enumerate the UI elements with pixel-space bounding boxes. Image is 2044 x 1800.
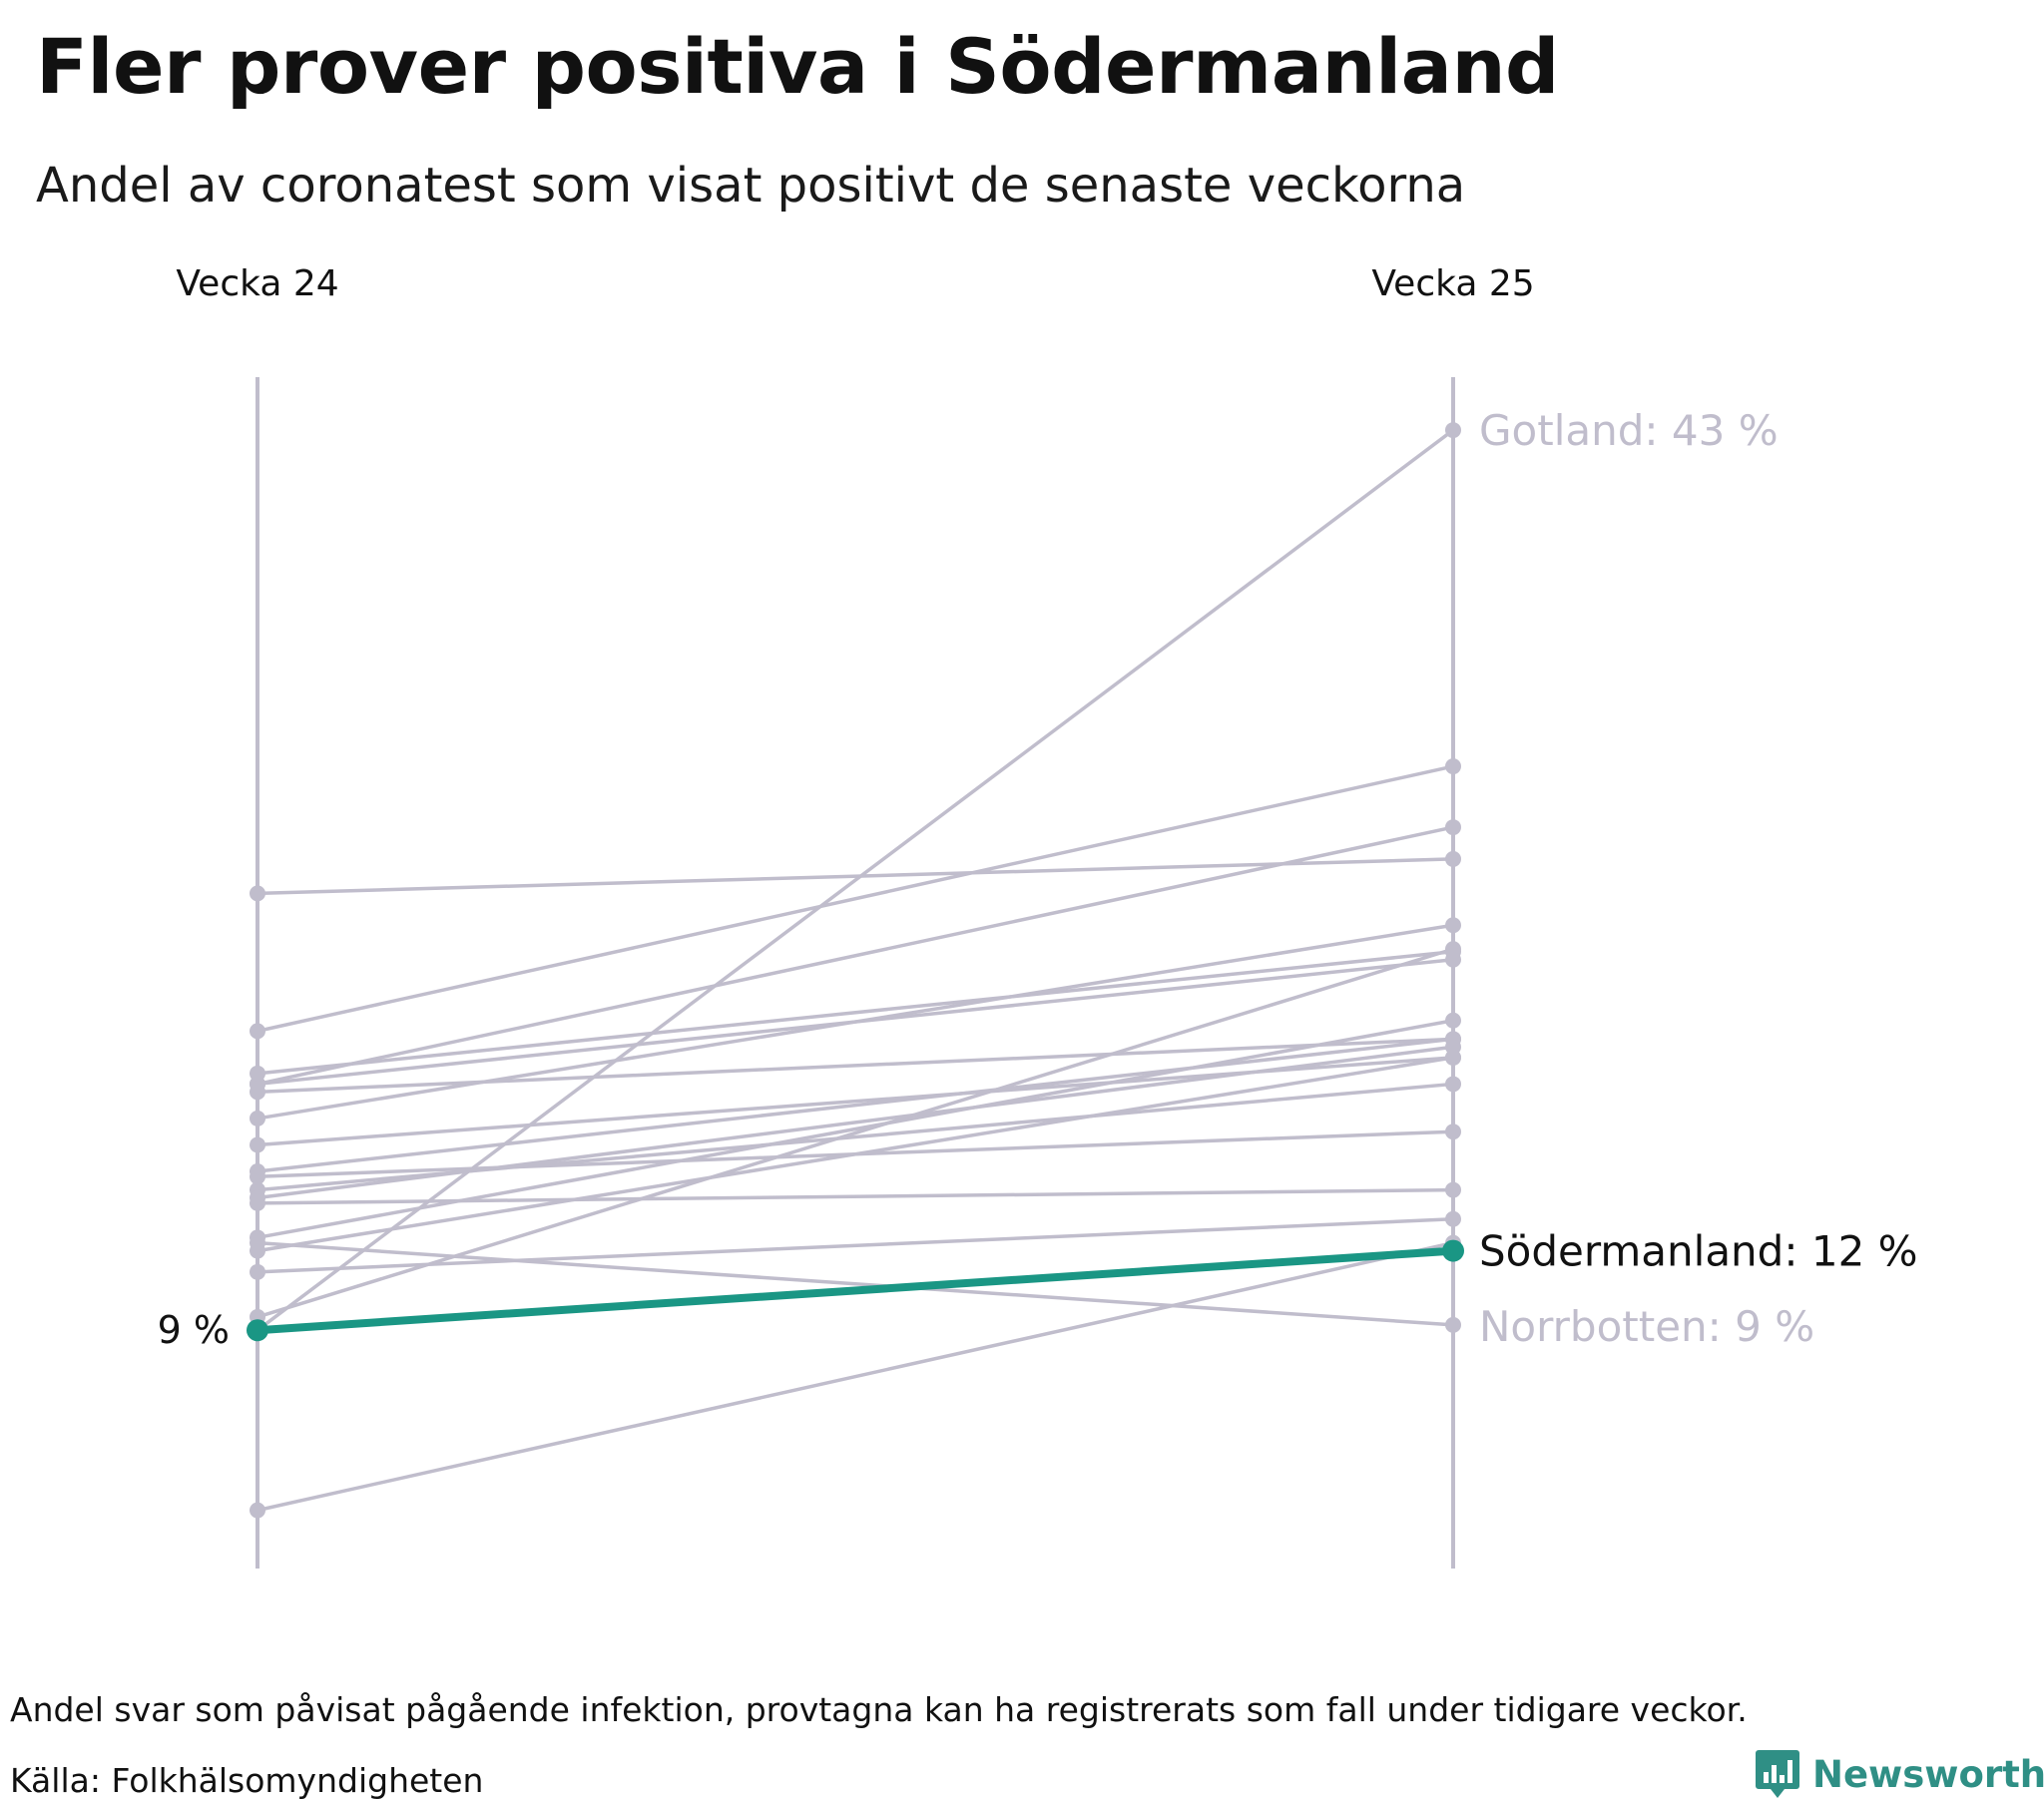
series-line-region-10 (256, 857, 1454, 896)
series-line-region-17 (256, 1045, 1454, 1200)
series-region-19 (250, 943, 1461, 1082)
series-point-week-25-region-3 (1445, 1076, 1461, 1093)
series-line-region-11 (256, 825, 1454, 1087)
series-region-20 (250, 1031, 1461, 1179)
series-line-region-15 (256, 1019, 1454, 1240)
series-point-week-25-region-15 (1445, 1012, 1461, 1029)
series-point-week-24-region-9 (250, 1502, 265, 1519)
series-line-region-20 (256, 1037, 1454, 1173)
highlight-point-week-25 (1442, 1239, 1464, 1262)
series-point-week-25-region-10 (1445, 850, 1461, 867)
series-region-14 (250, 758, 1461, 1040)
series-line-region-8 (256, 1217, 1454, 1274)
highlight-end-label: Södermanland: 12 % (1479, 1227, 1918, 1276)
series-line-region-13 (256, 947, 1454, 1319)
series-layer (250, 422, 1461, 1519)
series-region-15 (250, 1012, 1461, 1246)
series-point-week-25-region-20 (1445, 1031, 1461, 1048)
series-region-10 (250, 850, 1461, 902)
slope-chart: Vecka 24 Vecka 25 9 % Södermanland: 12 %… (158, 263, 1918, 1569)
series-point-week-25-region-8 (1445, 1210, 1461, 1227)
series-point-week-24-region-18 (250, 1242, 265, 1259)
series-point-week-25-norrbotten (1445, 1316, 1461, 1333)
series-line-gotland (256, 428, 1455, 1332)
series-point-week-25-region-19 (1445, 943, 1461, 960)
series-point-week-24-region-8 (250, 1263, 265, 1280)
series-point-week-25-region-14 (1445, 758, 1461, 775)
highlight-line-sodermanland (254, 1246, 1457, 1335)
series-point-week-25-region-11 (1445, 819, 1461, 836)
series-line-region-19 (256, 950, 1454, 1076)
series-point-week-25-gotland (1445, 422, 1461, 439)
series-point-week-24-region-20 (250, 1163, 265, 1179)
highlight-start-label: 9 % (158, 1308, 230, 1352)
series-point-week-24-region-17 (250, 1189, 265, 1206)
series-point-week-24-region-10 (250, 885, 265, 902)
series-region-18 (250, 1049, 1461, 1259)
footnote: Andel svar som påvisat pågående infektio… (10, 1690, 1748, 1729)
gotland-end-label: Gotland: 43 % (1479, 406, 1779, 455)
series-region-8 (250, 1210, 1461, 1280)
series-point-week-24-region-15 (250, 1229, 265, 1246)
series-point-week-25-region-12 (1445, 1181, 1461, 1198)
x-axis-label-week-25: Vecka 25 (1371, 263, 1534, 304)
series-line-region-18 (256, 1056, 1454, 1253)
series-point-week-24-region-16 (250, 1136, 265, 1153)
series-point-week-24-region-7 (250, 1110, 265, 1126)
norrbotten-end-label: Norrbotten: 9 % (1479, 1302, 1814, 1351)
brand-logo: Newsworthy (1755, 1748, 2044, 1800)
series-point-week-25-region-18 (1445, 1049, 1461, 1066)
chart-subtitle: Andel av coronatest som visat positivt d… (36, 158, 1466, 214)
series-region-9 (250, 1234, 1461, 1519)
series-line-region-14 (256, 764, 1454, 1034)
x-axis-label-week-24: Vecka 24 (176, 263, 338, 304)
brand-name: Newsworthy (1812, 1752, 2044, 1796)
series-line-region-9 (256, 1240, 1454, 1513)
series-point-week-24-region-19 (250, 1065, 265, 1082)
series-line-region-6 (256, 1037, 1454, 1095)
series-point-week-25-region-4 (1445, 1124, 1461, 1140)
highlight-point-week-24 (247, 1319, 268, 1342)
source-note: Källa: Folkhälsomyndigheten (10, 1761, 484, 1800)
series-line-region-7 (256, 923, 1454, 1121)
chart-title: Fler prover positiva i Södermanland (36, 22, 1559, 111)
highlight-layer (247, 1239, 1464, 1342)
series-point-week-25-region-7 (1445, 917, 1461, 934)
newsworthy-logo-icon (1756, 1750, 1799, 1798)
series-region-7 (250, 917, 1461, 1126)
series-point-week-24-region-14 (250, 1023, 265, 1040)
